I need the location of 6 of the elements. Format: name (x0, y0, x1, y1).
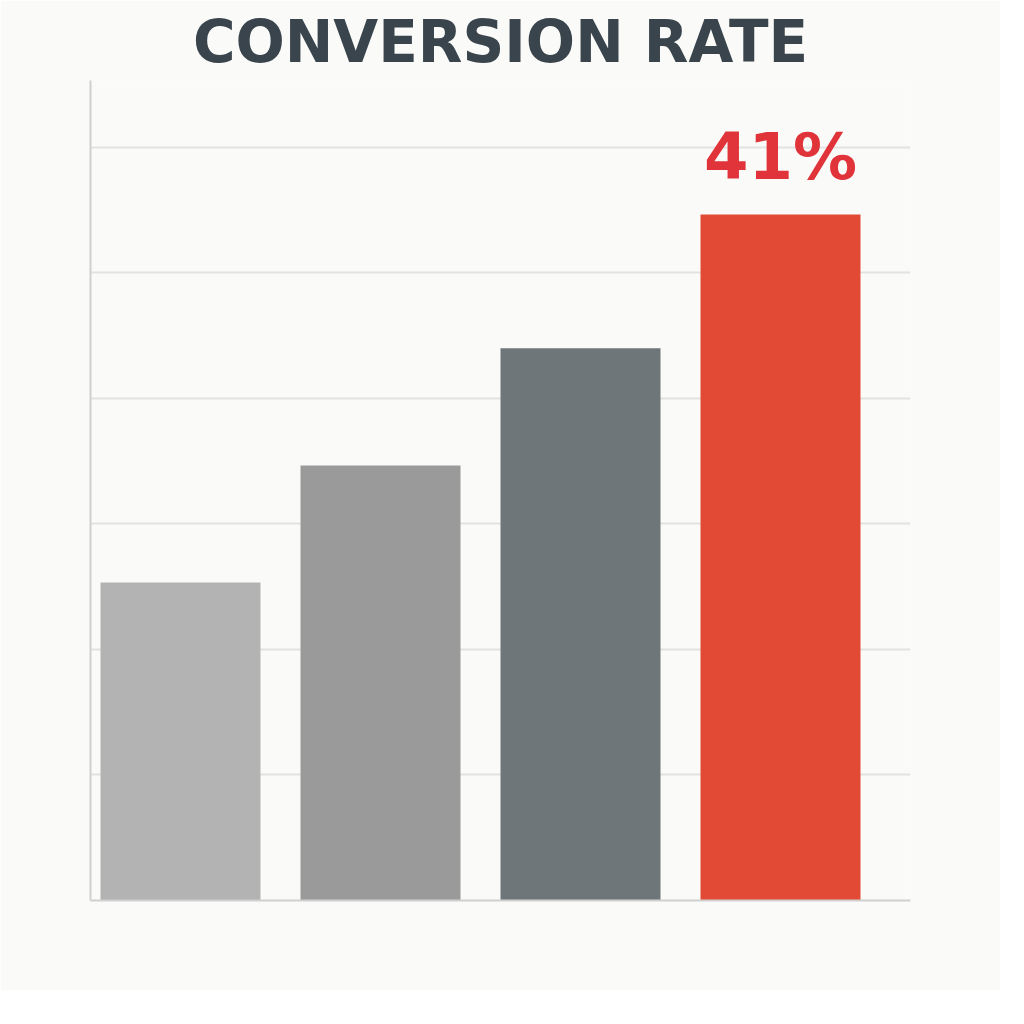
bar (700, 214, 861, 901)
data-label: 41% (703, 120, 858, 195)
bar (300, 465, 461, 901)
bar (100, 582, 261, 901)
chart-title: CONVERSION RATE (192, 7, 809, 76)
bar (500, 348, 661, 901)
